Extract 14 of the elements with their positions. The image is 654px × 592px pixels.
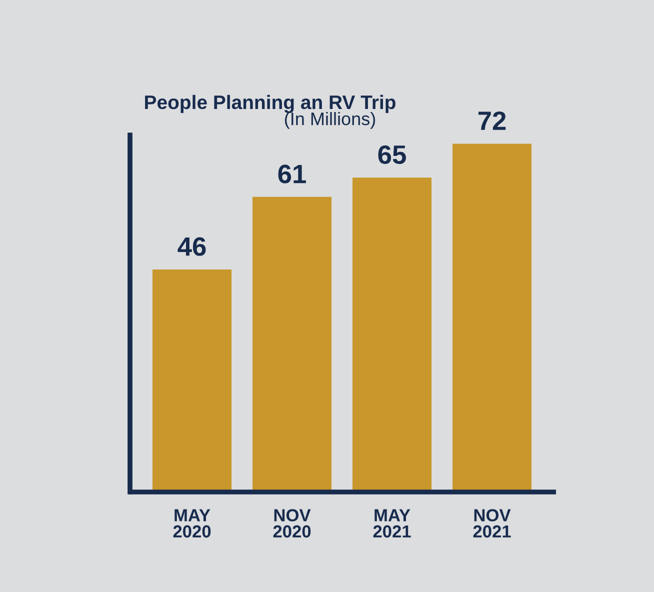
x-tick-label: NOV 2020 [273, 509, 311, 538]
data-label: 72 [478, 111, 506, 130]
chart-title: People Planning an RV Trip [145, 94, 396, 114]
x-tick-label: MAY 2021 [373, 509, 411, 538]
x-tick-label: NOV 2021 [473, 509, 511, 538]
x-tick-label: MAY 2020 [173, 509, 211, 538]
bar [352, 178, 432, 492]
data-label: 65 [378, 145, 406, 164]
chart-subtitle: (In Millions) [284, 112, 376, 129]
bar [452, 144, 532, 492]
bar [252, 196, 332, 492]
data-label: 61 [278, 164, 306, 184]
data-label: 46 [178, 237, 206, 256]
bar [152, 269, 232, 492]
